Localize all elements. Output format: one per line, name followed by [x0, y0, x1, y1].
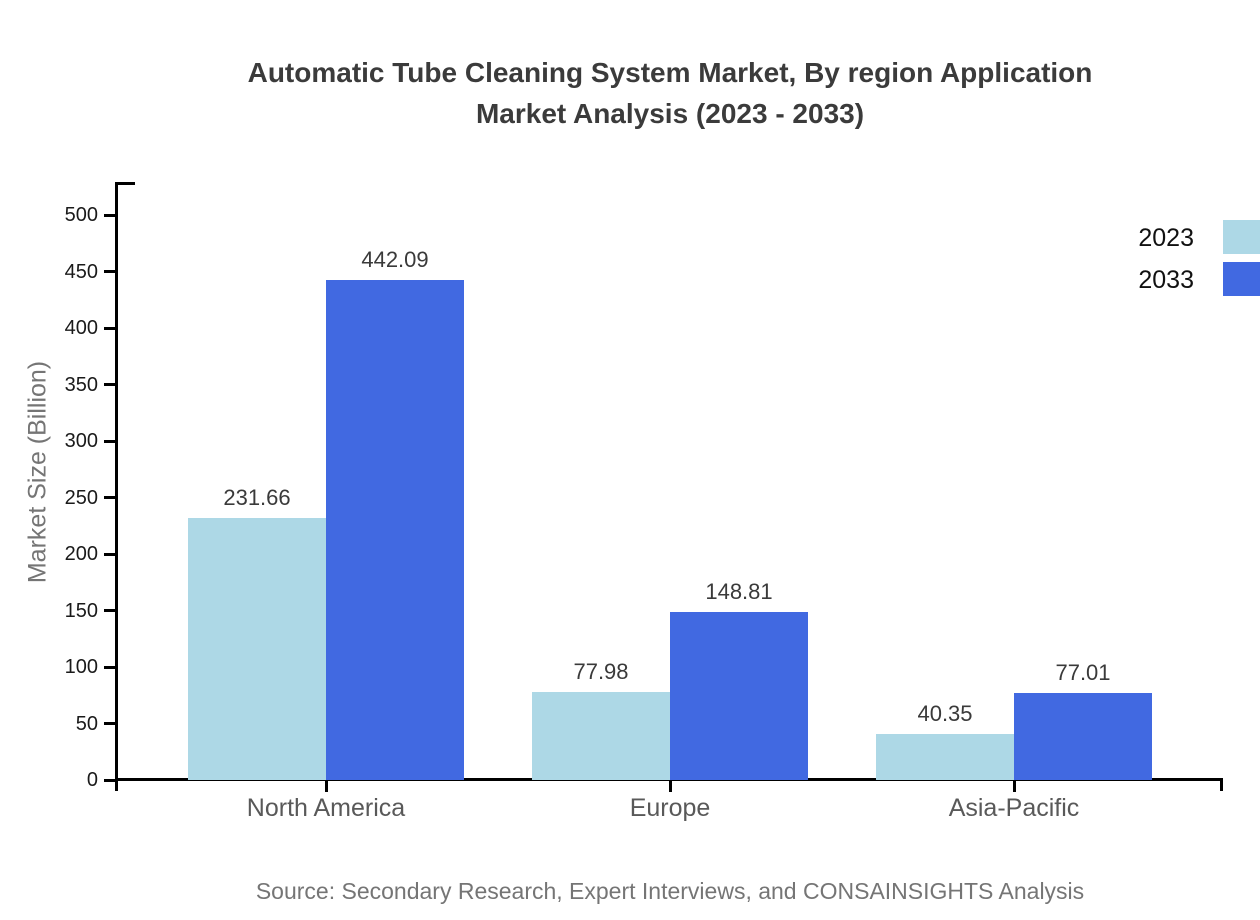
y-tick-label-350: 350	[64, 373, 98, 396]
y-tick-label-250: 250	[64, 486, 98, 509]
y-tick-label-400: 400	[64, 317, 98, 339]
y-tick-label-150: 150	[64, 599, 98, 622]
y-tick-mark-50	[104, 722, 116, 725]
category-label-north-america: North America	[246, 794, 406, 822]
value-label-2033-asia-pacific: 77.01	[1055, 659, 1111, 685]
y-tick-label-50: 50	[75, 712, 98, 735]
chart-title: Automatic Tube Cleaning System Market, B…	[80, 52, 1260, 134]
y-tick-label-0: 0	[86, 769, 98, 791]
y-tick-label-450: 450	[64, 260, 98, 283]
y-tick-label-100: 100	[64, 656, 98, 678]
legend-label-2033: 2033	[1138, 266, 1194, 294]
bar-2023-europe	[532, 691, 670, 780]
y-axis-top-cap	[115, 182, 135, 185]
chart-title-line1: Automatic Tube Cleaning System Market, B…	[247, 57, 1093, 88]
bar-2033-asia-pacific	[1014, 692, 1152, 780]
value-label-2033-europe: 148.81	[705, 578, 773, 604]
bar-2033-north-america	[326, 280, 464, 780]
y-tick-mark-300	[104, 439, 116, 443]
chart-title-line2: Market Analysis (2023 - 2033)	[475, 98, 865, 129]
source-note: Source: Secondary Research, Expert Inter…	[255, 878, 1085, 904]
y-tick-mark-400	[104, 326, 116, 330]
y-tick-mark-500	[104, 213, 116, 217]
category-label-europe: Europe	[629, 794, 711, 822]
legend-swatch-2023	[1223, 220, 1260, 254]
y-tick-label-200: 200	[64, 543, 98, 565]
y-tick-mark-350	[104, 383, 116, 386]
bar-2033-europe	[670, 611, 808, 780]
value-label-2023-europe: 77.98	[573, 658, 629, 684]
x-tick-mark-asia-pacific	[1012, 781, 1016, 792]
y-tick-label-500: 500	[64, 204, 98, 226]
x-tick-mark-europe	[668, 781, 672, 792]
legend-swatch-2033	[1223, 262, 1260, 296]
legend-label-2023: 2023	[1138, 224, 1194, 252]
bar-2023-north-america	[188, 518, 326, 780]
category-label-asia-pacific: Asia-Pacific	[948, 794, 1080, 822]
y-tick-mark-450	[104, 270, 116, 273]
y-tick-mark-200	[104, 552, 116, 556]
value-label-2033-north-america: 442.09	[361, 247, 429, 273]
x-tick-mark-north-america	[324, 781, 328, 792]
y-tick-mark-0	[104, 778, 116, 782]
y-tick-mark-100	[104, 665, 116, 669]
y-tick-label-300: 300	[64, 430, 98, 452]
y-tick-mark-250	[104, 496, 116, 499]
y-axis-spine	[115, 182, 118, 791]
x-axis-end-tick	[1220, 778, 1223, 791]
bar-2023-asia-pacific	[876, 734, 1014, 780]
value-label-2023-asia-pacific: 40.35	[917, 701, 973, 727]
y-tick-mark-150	[104, 609, 116, 612]
value-label-2023-north-america: 231.66	[223, 485, 291, 511]
